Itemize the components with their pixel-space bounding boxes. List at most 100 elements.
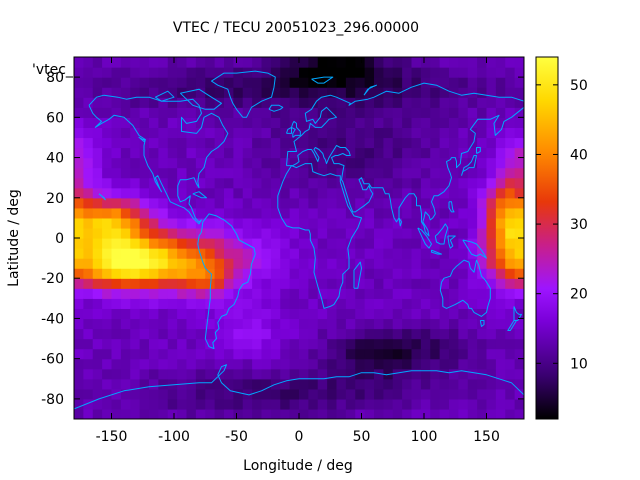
heatmap-cell <box>102 157 113 169</box>
heatmap-cell <box>439 308 450 320</box>
heatmap-cell <box>486 348 497 360</box>
heatmap-cell <box>392 187 403 199</box>
heatmap-cell <box>214 238 225 249</box>
heatmap-cell <box>402 57 413 68</box>
heatmap-cell <box>374 157 384 169</box>
heatmap-cell <box>336 368 347 380</box>
heatmap-cell <box>308 217 319 229</box>
heatmap-cell <box>505 97 516 108</box>
heatmap-cell <box>261 298 272 309</box>
heatmap-cell <box>505 258 516 269</box>
heatmap-cell <box>214 57 225 68</box>
heatmap-cell <box>495 318 506 330</box>
heatmap-cell <box>299 318 309 330</box>
heatmap-cell <box>308 338 319 350</box>
heatmap-cell <box>74 318 84 330</box>
heatmap-cell <box>111 398 122 410</box>
heatmap-cell <box>308 248 319 259</box>
heatmap-cell <box>449 378 459 390</box>
heatmap-cell <box>317 167 328 179</box>
heatmap-cell <box>177 278 188 289</box>
heatmap-cell <box>449 217 459 229</box>
heatmap-cell <box>233 217 244 229</box>
heatmap-cell <box>317 217 328 229</box>
heatmap-cell <box>514 358 524 370</box>
heatmap-cell <box>439 227 450 239</box>
heatmap-cell <box>336 167 347 179</box>
heatmap-cell <box>149 107 159 118</box>
heatmap-cell <box>449 77 459 88</box>
heatmap-cell <box>327 117 338 128</box>
heatmap-cell <box>374 227 384 239</box>
heatmap-cell <box>224 167 234 179</box>
heatmap-cell <box>83 268 94 279</box>
heatmap-cell <box>252 248 263 259</box>
heatmap-cell <box>308 308 319 320</box>
heatmap-cell <box>449 57 459 68</box>
heatmap-cell <box>467 117 478 128</box>
heatmap-cell <box>411 298 422 309</box>
heatmap-cell <box>439 268 450 279</box>
heatmap-cell <box>477 127 488 139</box>
heatmap-cell <box>186 137 197 149</box>
heatmap-cell <box>252 348 263 360</box>
heatmap-cell <box>402 107 413 118</box>
heatmap-cell <box>102 137 113 149</box>
heatmap-cell <box>252 137 263 149</box>
heatmap-cell <box>205 117 216 128</box>
heatmap-cell <box>177 408 188 419</box>
heatmap-cell <box>374 57 384 68</box>
heatmap-cell <box>336 77 347 88</box>
heatmap-cell <box>327 278 338 289</box>
heatmap-cells <box>74 57 524 419</box>
heatmap-cell <box>327 378 338 390</box>
heatmap-cell <box>242 368 253 380</box>
heatmap-cell <box>261 278 272 289</box>
heatmap-cell <box>261 408 272 419</box>
heatmap-cell <box>167 298 178 309</box>
heatmap-cell <box>458 77 469 88</box>
heatmap-cell <box>270 258 281 269</box>
heatmap-cell <box>261 57 272 68</box>
heatmap-cell <box>392 207 403 219</box>
heatmap-cell <box>102 348 113 360</box>
heatmap-cell <box>130 87 141 98</box>
heatmap-cell <box>439 348 450 360</box>
heatmap-cell <box>252 197 263 209</box>
heatmap-cell <box>224 207 234 219</box>
heatmap-cell <box>317 197 328 209</box>
heatmap-cell <box>355 368 366 380</box>
heatmap-cell <box>158 318 169 330</box>
heatmap-cell <box>458 197 469 209</box>
heatmap-cell <box>120 187 131 199</box>
heatmap-cell <box>486 227 497 239</box>
heatmap-cell <box>477 217 488 229</box>
heatmap-cell <box>130 238 141 249</box>
heatmap-cell <box>308 177 319 189</box>
heatmap-cell <box>195 238 206 249</box>
heatmap-cell <box>214 408 225 419</box>
heatmap-cell <box>449 328 459 340</box>
heatmap-cell <box>195 388 206 400</box>
heatmap-cell <box>270 348 281 360</box>
heatmap-cell <box>477 87 488 98</box>
heatmap-cell <box>158 147 169 159</box>
heatmap-cell <box>514 308 524 320</box>
heatmap-cell <box>392 338 403 350</box>
heatmap-cell <box>205 238 216 249</box>
heatmap-cell <box>374 308 384 320</box>
heatmap-cell <box>120 368 131 380</box>
heatmap-cell <box>374 268 384 279</box>
heatmap-cell <box>233 77 244 88</box>
heatmap-cell <box>252 398 263 410</box>
heatmap-cell <box>308 328 319 340</box>
heatmap-cell <box>186 358 197 370</box>
heatmap-cell <box>83 217 94 229</box>
heatmap-cell <box>514 227 524 239</box>
heatmap-cell <box>299 298 309 309</box>
coastline <box>479 320 485 327</box>
colorbar-tick-label: 30 <box>570 217 588 233</box>
heatmap-cell <box>411 348 422 360</box>
heatmap-cell <box>467 217 478 229</box>
heatmap-cell <box>242 298 253 309</box>
